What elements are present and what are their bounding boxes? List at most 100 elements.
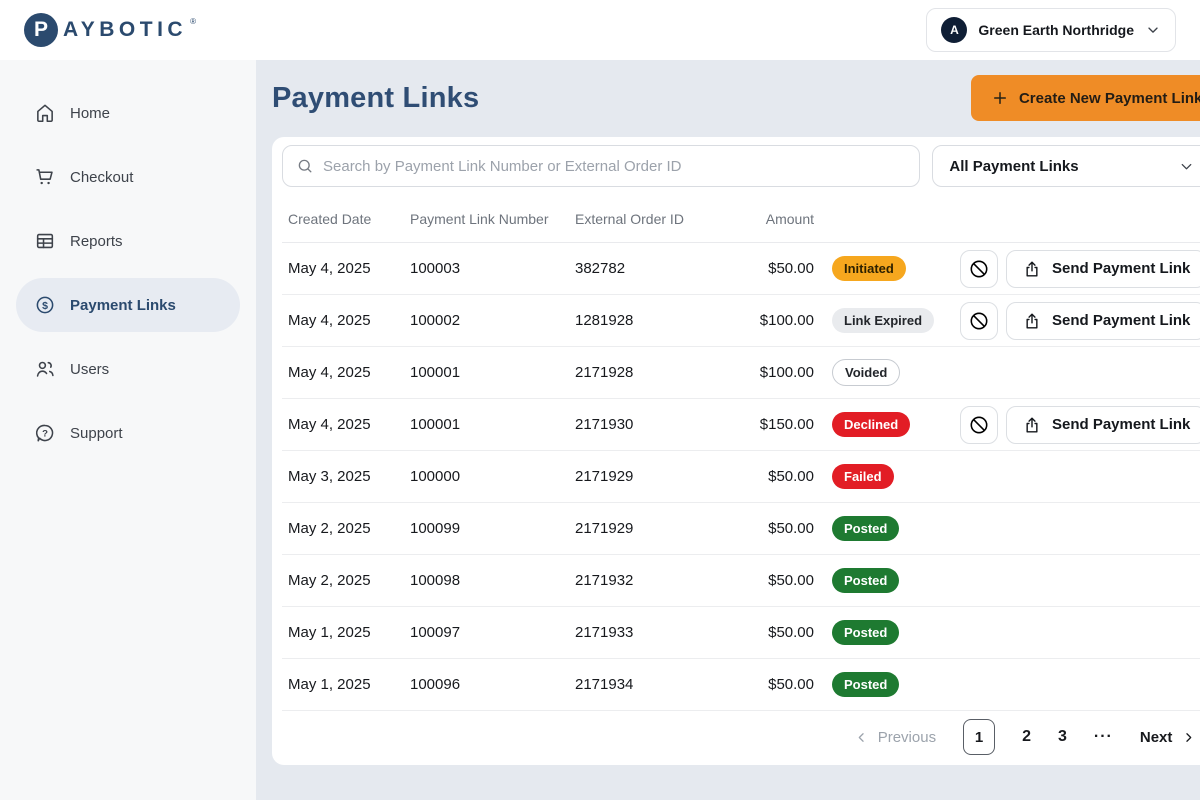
table-body: May 4, 2025 100003 382782 $50.00 Initiated Se… [282,243,1200,711]
cell-amount: $100.00 [759,312,814,329]
cell-status: Failed [818,464,960,489]
sidebar-item-label: Home [70,104,111,122]
cell-status: Posted [818,568,960,593]
page-2-button[interactable]: 2 [1022,728,1031,745]
search-box [282,145,921,187]
void-payment-link-button[interactable] [960,301,998,340]
cell-amount: $50.00 [768,260,814,277]
page-title: Payment Links [272,81,480,114]
create-new-payment-link-button[interactable]: Create New Payment Link [970,75,1200,121]
page-numbers: 1 2 3 [963,719,1067,755]
cell-status: Posted [818,672,960,697]
column-header-payment-link-number: Payment Link Number [410,210,549,227]
send-button-label: Send Payment Link [1052,312,1191,329]
filter-selected-value: All Payment Links [949,157,1079,175]
pagination-ellipsis[interactable]: ··· [1093,728,1113,745]
payment-links-card: All Payment Links Created Date Payment L… [272,137,1200,765]
status-badge: Posted [832,516,900,541]
column-header-amount: Amount [765,210,814,227]
sidebar-item-users[interactable]: Users [16,342,240,396]
account-name: Green Earth Northridge [978,22,1134,38]
send-payment-link-button[interactable]: Send Payment Link [1006,249,1200,288]
sidebar-item-reports[interactable]: Reports [16,214,240,268]
share-icon [1022,259,1042,279]
table-row: May 4, 2025 100002 1281928 $100.00 Link Expi… [282,295,1200,347]
sidebar-item-home[interactable]: Home [16,86,240,140]
next-label: Next [1139,728,1173,746]
previous-label: Previous [877,728,937,746]
cell-actions: Send Payment Link [960,249,1200,288]
cell-created-date: May 2, 2025 [288,520,371,537]
cell-amount: $50.00 [768,572,814,589]
search-input[interactable] [323,157,907,175]
cell-amount: $100.00 [759,364,814,381]
title-row: Payment Links Create New Payment Link [272,75,1200,121]
cell-external-order-id: 382782 [575,260,626,277]
sidebar-item-payment-links[interactable]: $ Payment Links [16,278,240,332]
cell-external-order-id: 2171933 [575,624,634,641]
send-button-label: Send Payment Link [1052,260,1191,277]
chevron-right-icon [1186,732,1192,742]
send-payment-link-button[interactable]: Send Payment Link [1006,301,1200,340]
cell-payment-link-number: 100000 [410,468,461,485]
svg-text:?: ? [42,428,48,439]
sidebar-item-label: Reports [70,232,123,250]
table-icon [34,230,56,252]
cell-created-date: May 2, 2025 [288,572,371,589]
cell-external-order-id: 2171932 [575,572,634,589]
table-header-row: Created Date Payment Link Number Externa… [282,195,1200,243]
create-button-label: Create New Payment Link [1018,89,1200,107]
sidebar-item-checkout[interactable]: Checkout [16,150,240,204]
void-icon [968,414,990,436]
cell-actions: Send Payment Link [960,301,1200,340]
sidebar-item-label: Payment Links [70,296,176,314]
table-row: May 2, 2025 100098 2171932 $50.00 Posted [282,555,1200,607]
cell-payment-link-number: 100099 [410,520,461,537]
users-icon [34,358,56,380]
cell-external-order-id: 2171934 [575,676,634,693]
cell-amount: $50.00 [768,676,814,693]
void-icon [968,310,990,332]
status-badge: Declined [832,412,911,437]
next-page-button[interactable]: Next [1140,729,1197,746]
cell-actions: Send Payment Link [960,405,1200,444]
page-3-button[interactable]: 3 [1057,728,1067,745]
cell-amount: $50.00 [768,468,814,485]
cell-external-order-id: 2171930 [575,416,634,433]
column-header-external-order-id: External Order ID [575,210,684,227]
table-row: May 4, 2025 100003 382782 $50.00 Initiated Se… [282,243,1200,295]
cell-status: Voided [818,359,960,386]
top-bar: P AYBOTIC ® A Green Earth Northridge [0,0,1200,60]
cell-status: Initiated [818,256,960,281]
void-payment-link-button[interactable] [960,249,998,288]
account-selector[interactable]: A Green Earth Northridge [926,8,1176,52]
sidebar-item-label: Support [70,424,123,442]
cell-created-date: May 1, 2025 [288,624,371,641]
cell-payment-link-number: 100003 [410,260,461,277]
page-1-current-button[interactable]: 1 [963,719,996,755]
status-badge: Posted [832,672,900,697]
table-row: May 4, 2025 100001 2171930 $150.00 Declined S… [282,399,1200,451]
registered-trademark: ® [190,17,196,26]
logo-text: AYBOTIC [63,18,188,41]
cell-created-date: May 3, 2025 [288,468,371,485]
previous-page-button[interactable]: Previous [854,729,936,746]
cell-created-date: May 1, 2025 [288,676,371,693]
cell-external-order-id: 2171928 [575,364,634,381]
sidebar-item-support[interactable]: ? Support [16,406,240,460]
chevron-left-icon [858,732,864,742]
chevron-down-icon [1181,163,1192,169]
cell-amount: $150.00 [759,416,814,433]
cell-payment-link-number: 100001 [410,416,461,433]
cell-created-date: May 4, 2025 [288,416,371,433]
table-row: May 2, 2025 100099 2171929 $50.00 Posted [282,503,1200,555]
send-payment-link-button[interactable]: Send Payment Link [1006,405,1200,444]
sidebar-item-label: Users [70,360,110,378]
cell-external-order-id: 2171929 [575,520,634,537]
cell-external-order-id: 1281928 [575,312,634,329]
cell-created-date: May 4, 2025 [288,260,371,277]
payment-links-filter-dropdown[interactable]: All Payment Links [932,145,1200,187]
void-payment-link-button[interactable] [960,405,998,444]
cell-external-order-id: 2171929 [575,468,634,485]
cell-payment-link-number: 100002 [410,312,461,329]
